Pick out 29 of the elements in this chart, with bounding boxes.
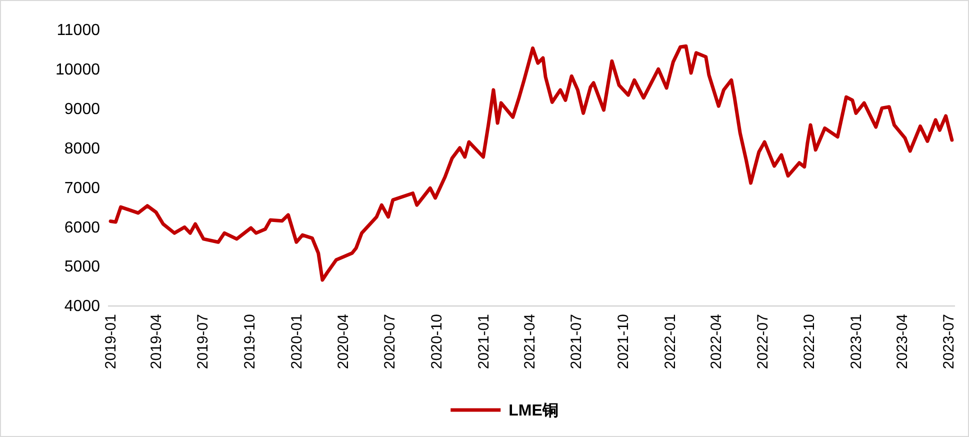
y-tick-label: 9000 [64, 100, 100, 118]
y-tick-label: 4000 [64, 298, 100, 316]
y-tick-label: 8000 [64, 140, 100, 158]
x-tick-label: 2022-07 [754, 314, 772, 370]
x-tick-label: 2021-10 [614, 314, 632, 370]
x-tick-label: 2019-04 [148, 314, 166, 370]
x-tick-label: 2019-07 [194, 314, 212, 370]
legend-label: LME铜 [508, 402, 558, 420]
x-tick-label: 2020-01 [288, 314, 306, 370]
y-tick-label: 6000 [64, 219, 100, 236]
x-tick-label: 2022-10 [801, 314, 818, 370]
x-tick-label: 2020-10 [428, 314, 446, 370]
x-tick-label: 2021-01 [476, 314, 493, 370]
y-tick-label: 11000 [56, 22, 100, 40]
x-tick-label: 2022-04 [708, 314, 725, 370]
x-tick-label: 2023-04 [894, 314, 912, 370]
x-tick-label: 2020-07 [382, 314, 399, 370]
y-tick-label: 5000 [64, 258, 100, 276]
x-tick-label: 2020-04 [335, 314, 352, 370]
y-tick-label: 10000 [56, 62, 100, 79]
x-tick-label: 2023-01 [848, 314, 866, 370]
line-series [108, 44, 954, 282]
x-tick-label: 2023-07 [940, 314, 958, 370]
x-tick-label: 2021-07 [568, 314, 585, 370]
y-tick-label: 7000 [64, 180, 100, 197]
x-tick-label: 2019-01 [102, 314, 120, 370]
x-tick-label: 2019-10 [242, 314, 259, 370]
x-tick-label: 2021-04 [521, 314, 538, 370]
x-tick-label: 2022-01 [662, 314, 679, 370]
